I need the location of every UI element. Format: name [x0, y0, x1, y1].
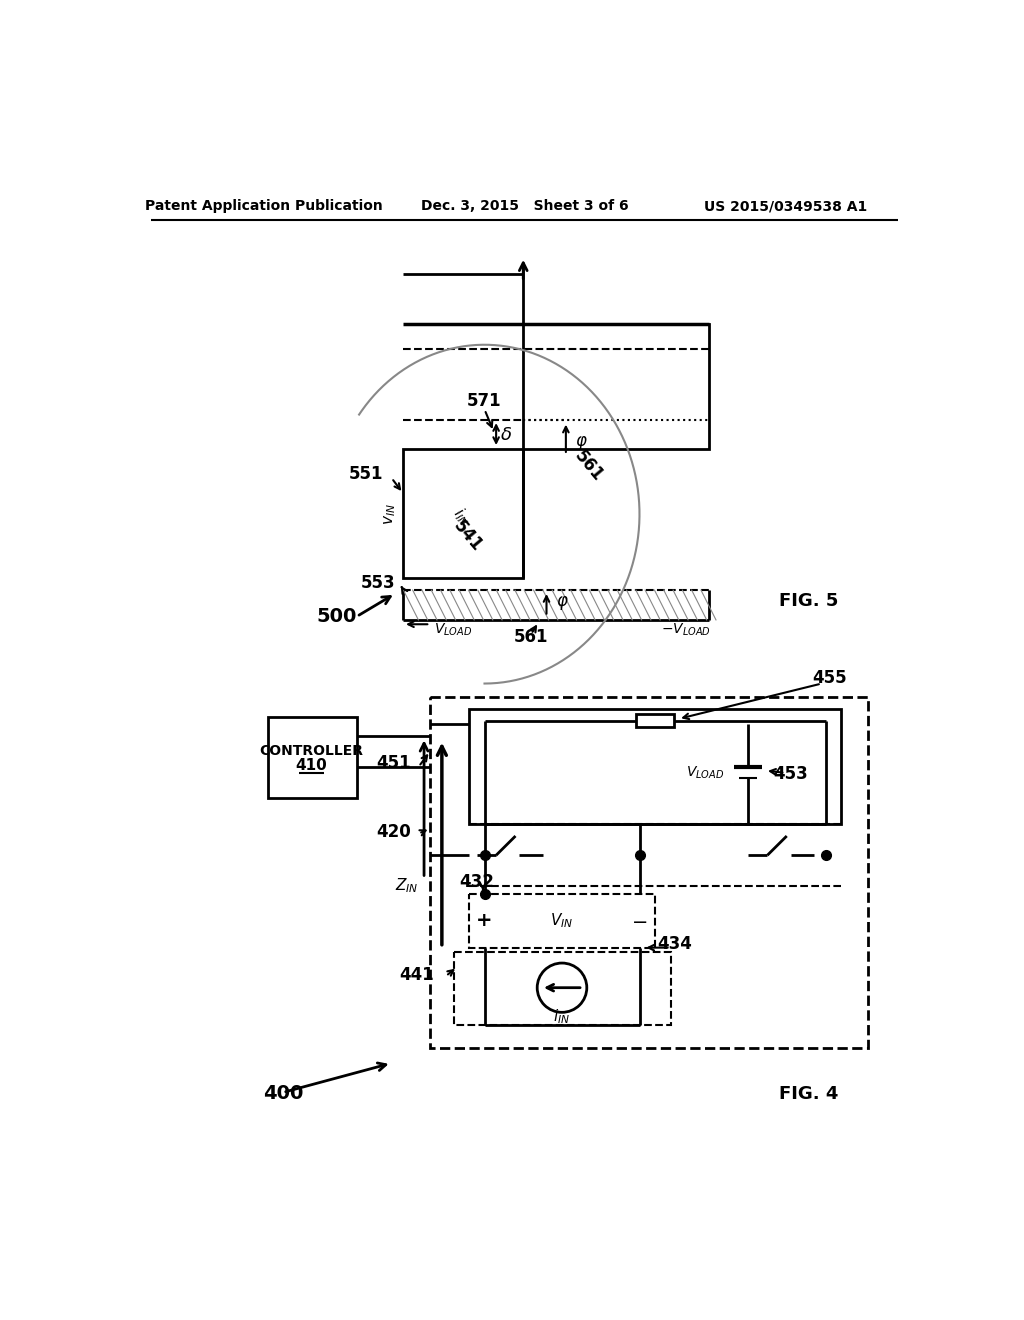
Bar [403, 449, 523, 578]
Text: 441: 441 [399, 966, 434, 983]
Bar [636, 714, 675, 727]
Text: FIG. 4: FIG. 4 [779, 1085, 839, 1104]
Text: 571: 571 [467, 392, 502, 411]
Text: 500: 500 [316, 607, 356, 626]
Text: $-V_{LOAD}$: $-V_{LOAD}$ [662, 622, 711, 638]
Text: $Z_{IN}$: $Z_{IN}$ [395, 876, 419, 895]
Text: $v_{IN}$: $v_{IN}$ [382, 503, 397, 525]
Text: 453: 453 [773, 766, 808, 783]
Text: $\delta$: $\delta$ [500, 426, 512, 444]
Text: Patent Application Publication: Patent Application Publication [144, 199, 383, 213]
Bar [523, 323, 710, 449]
Text: 561: 561 [571, 447, 607, 486]
Text: 553: 553 [360, 574, 395, 593]
Text: $V_{LOAD}$: $V_{LOAD}$ [686, 764, 725, 781]
Bar [267, 717, 356, 797]
Text: $i_{IN}$: $i_{IN}$ [449, 504, 474, 529]
Text: $-$: $-$ [632, 911, 647, 931]
Text: 451: 451 [376, 754, 411, 772]
Text: $i_{IN}$: $i_{IN}$ [554, 1007, 570, 1027]
Bar [469, 709, 841, 825]
Bar [454, 952, 671, 1024]
Text: 400: 400 [263, 1085, 303, 1104]
Bar [430, 697, 868, 1048]
Text: 561: 561 [514, 628, 548, 647]
Text: $\varphi$: $\varphi$ [575, 434, 588, 453]
Text: 551: 551 [349, 465, 384, 483]
Text: 432: 432 [460, 874, 495, 891]
Bar [469, 894, 655, 948]
Text: 420: 420 [376, 824, 411, 841]
Text: 541: 541 [450, 516, 485, 554]
Text: US 2015/0349538 A1: US 2015/0349538 A1 [703, 199, 867, 213]
Text: 434: 434 [657, 935, 692, 953]
Text: $\varphi$: $\varphi$ [556, 594, 568, 612]
Text: +: + [476, 911, 493, 931]
Text: CONTROLLER: CONTROLLER [260, 743, 364, 758]
Text: FIG. 5: FIG. 5 [779, 593, 839, 610]
Text: $V_{LOAD}$: $V_{LOAD}$ [434, 622, 473, 638]
Text: $V_{IN}$: $V_{IN}$ [550, 911, 573, 931]
Text: 455: 455 [812, 669, 847, 688]
Text: Dec. 3, 2015   Sheet 3 of 6: Dec. 3, 2015 Sheet 3 of 6 [421, 199, 629, 213]
Text: 410: 410 [296, 759, 328, 774]
